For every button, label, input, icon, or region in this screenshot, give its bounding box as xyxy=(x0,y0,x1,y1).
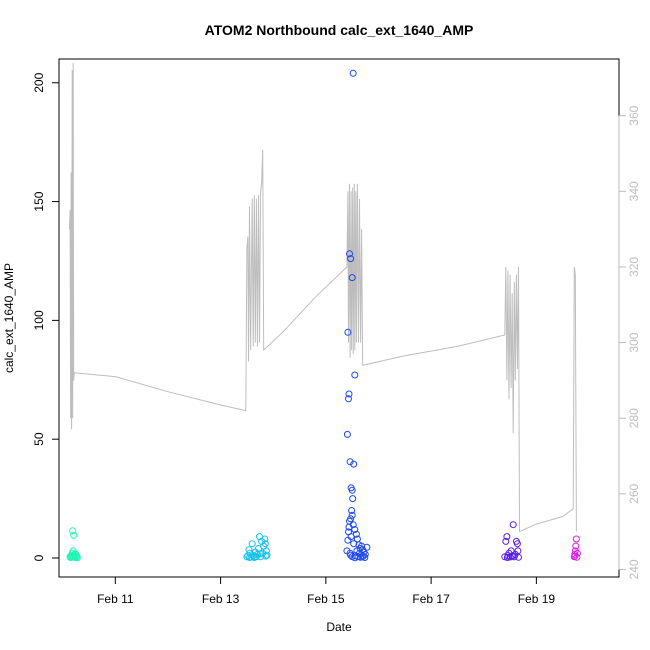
data-point xyxy=(502,537,510,545)
x-tick-label: Feb 19 xyxy=(518,592,556,606)
data-point xyxy=(262,547,270,555)
data-point xyxy=(347,255,355,263)
x-axis: Feb 11 Feb 13 Feb 15 Feb 17 Feb 19 xyxy=(97,576,556,606)
y2-tick-label: 360 xyxy=(627,105,641,125)
data-point xyxy=(503,533,511,541)
chart-title: ATOM2 Northbound calc_ext_1640_AMP xyxy=(205,22,474,38)
x-tick-label: Feb 17 xyxy=(412,592,450,606)
data-point xyxy=(345,523,353,531)
data-point xyxy=(262,552,270,560)
y2-tick-label: 340 xyxy=(627,181,641,201)
x-tick-label: Feb 13 xyxy=(202,592,240,606)
data-point xyxy=(572,535,580,543)
y2-axis: 240 260 280 300 320 340 360 xyxy=(618,105,641,579)
data-point xyxy=(70,531,78,539)
y2-tick-label: 300 xyxy=(627,332,641,352)
data-point xyxy=(345,395,352,403)
data-point xyxy=(348,274,356,282)
data-point xyxy=(69,527,77,535)
data-point xyxy=(346,458,354,466)
data-point xyxy=(571,547,579,555)
data-point xyxy=(348,486,356,494)
data-point xyxy=(514,547,522,555)
data-point xyxy=(363,543,371,551)
data-point xyxy=(351,371,359,379)
y-tick-label: 50 xyxy=(32,432,46,446)
secondary-line xyxy=(69,62,577,533)
y-axis: 0 50 100 150 200 xyxy=(32,72,60,561)
y2-tick-label: 260 xyxy=(627,483,641,503)
data-point xyxy=(507,547,515,555)
data-point xyxy=(349,495,357,503)
data-point xyxy=(67,554,75,561)
x-axis-label: Date xyxy=(326,620,352,634)
data-point xyxy=(73,554,81,562)
y-tick-label: 200 xyxy=(32,72,46,92)
y-tick-label: 0 xyxy=(32,554,46,561)
y-tick-label: 100 xyxy=(32,310,46,330)
x-tick-label: Feb 11 xyxy=(97,592,134,606)
data-point xyxy=(350,540,358,548)
y2-tick-label: 240 xyxy=(627,559,641,579)
data-point xyxy=(358,553,366,561)
data-point xyxy=(245,546,253,554)
data-point xyxy=(71,550,79,558)
data-point xyxy=(246,554,253,561)
data-point xyxy=(345,390,353,398)
data-point xyxy=(347,533,355,541)
data-point xyxy=(251,553,259,561)
data-point xyxy=(344,536,352,544)
data-point xyxy=(513,540,521,548)
data-point xyxy=(509,521,517,529)
data-point xyxy=(348,511,356,519)
data-point xyxy=(261,540,269,548)
y-tick-label: 150 xyxy=(32,191,46,211)
data-point xyxy=(351,526,359,533)
line-layer xyxy=(69,62,577,533)
data-point xyxy=(263,551,271,559)
data-point xyxy=(350,460,358,468)
y2-tick-label: 280 xyxy=(627,408,641,428)
data-point xyxy=(261,535,269,543)
data-point xyxy=(571,552,579,560)
x-tick-label: Feb 15 xyxy=(307,592,345,606)
y2-tick-label: 320 xyxy=(627,257,641,277)
data-point xyxy=(248,540,256,548)
data-point xyxy=(344,328,352,336)
point-layer xyxy=(66,69,581,562)
data-point xyxy=(348,507,356,514)
data-point xyxy=(343,430,351,438)
data-point xyxy=(509,552,517,560)
data-point xyxy=(256,550,264,558)
data-point xyxy=(346,250,353,258)
y-axis-label: calc_ext_1640_AMP xyxy=(2,263,16,373)
data-point xyxy=(351,554,359,562)
plot-frame xyxy=(58,58,620,578)
data-point xyxy=(572,542,580,550)
data-point xyxy=(349,69,357,77)
